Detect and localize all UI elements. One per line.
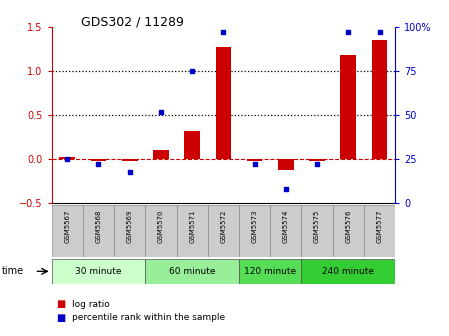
- Bar: [270, 205, 301, 257]
- Point: [251, 162, 258, 167]
- Text: GSM5568: GSM5568: [96, 209, 101, 243]
- Text: GSM5570: GSM5570: [158, 209, 164, 243]
- Bar: [122, 159, 137, 161]
- Text: GSM5573: GSM5573: [251, 209, 258, 243]
- Bar: [333, 205, 364, 257]
- Bar: [176, 205, 208, 257]
- Text: GSM5576: GSM5576: [345, 209, 351, 243]
- Text: GDS302 / 11289: GDS302 / 11289: [81, 15, 184, 28]
- Bar: [59, 157, 75, 159]
- Bar: [83, 205, 114, 257]
- Text: ■: ■: [56, 312, 66, 323]
- Bar: [301, 259, 395, 284]
- Bar: [216, 47, 231, 159]
- Point: [64, 157, 71, 162]
- Bar: [52, 205, 83, 257]
- Bar: [153, 151, 169, 159]
- Bar: [145, 205, 176, 257]
- Bar: [145, 259, 239, 284]
- Text: 120 minute: 120 minute: [244, 267, 296, 276]
- Bar: [278, 159, 294, 170]
- Text: log ratio: log ratio: [72, 300, 110, 308]
- Text: GSM5571: GSM5571: [189, 209, 195, 243]
- Point: [220, 30, 227, 35]
- Point: [376, 30, 383, 35]
- Bar: [364, 205, 395, 257]
- Text: GSM5575: GSM5575: [314, 209, 320, 243]
- Text: percentile rank within the sample: percentile rank within the sample: [72, 313, 225, 322]
- Bar: [309, 159, 325, 161]
- Text: GSM5574: GSM5574: [283, 209, 289, 243]
- Point: [189, 68, 196, 74]
- Text: GSM5572: GSM5572: [220, 209, 226, 243]
- Bar: [372, 40, 387, 159]
- Bar: [208, 205, 239, 257]
- Bar: [247, 159, 262, 161]
- Text: ■: ■: [56, 299, 66, 309]
- Text: GSM5569: GSM5569: [127, 209, 133, 243]
- Text: time: time: [2, 266, 24, 276]
- Text: 60 minute: 60 minute: [169, 267, 216, 276]
- Bar: [114, 205, 145, 257]
- Bar: [239, 259, 301, 284]
- Bar: [239, 205, 270, 257]
- Text: 240 minute: 240 minute: [322, 267, 374, 276]
- Point: [126, 169, 133, 174]
- Bar: [52, 259, 145, 284]
- Point: [313, 162, 321, 167]
- Point: [345, 30, 352, 35]
- Text: 30 minute: 30 minute: [75, 267, 122, 276]
- Text: GSM5567: GSM5567: [64, 209, 70, 243]
- Bar: [91, 159, 106, 161]
- Point: [95, 162, 102, 167]
- Bar: [301, 205, 333, 257]
- Text: GSM5577: GSM5577: [377, 209, 383, 243]
- Point: [282, 186, 290, 192]
- Bar: [185, 131, 200, 159]
- Point: [157, 109, 164, 114]
- Bar: [340, 55, 356, 159]
